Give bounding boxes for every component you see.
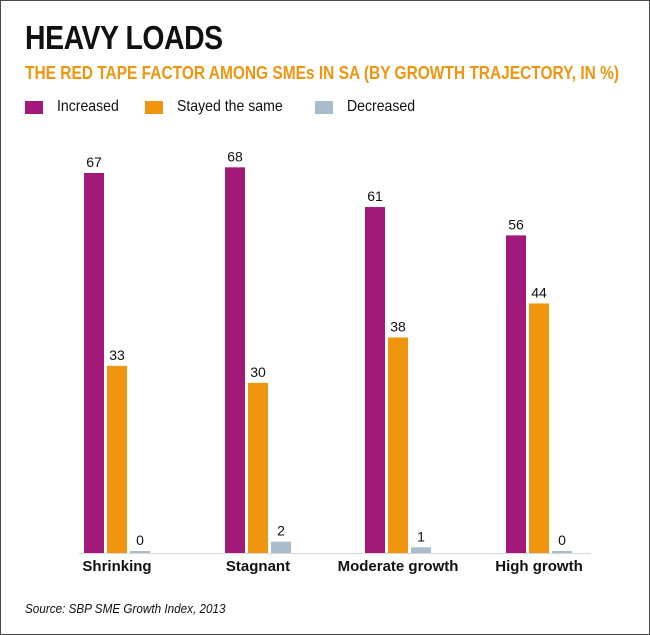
data-label-shrinking-stayed-the-same: 33 — [109, 347, 125, 363]
bar-chart: 67 33 0 Shrinking 68 30 2 Stagnant 61 38 1 Moderate… — [79, 148, 591, 575]
data-label-stagnant-increased: 68 — [227, 148, 243, 164]
bar-moderate-growth-increased — [365, 207, 385, 553]
category-label-stagnant: Stagnant — [226, 558, 290, 575]
data-label-moderate-growth-stayed-the-same: 38 — [390, 318, 406, 334]
data-label-shrinking-decreased: 0 — [136, 532, 144, 548]
legend-swatch-decreased — [315, 100, 334, 114]
data-label-high-growth-increased: 56 — [508, 216, 524, 232]
bar-stagnant-stayed-the-same — [248, 382, 268, 553]
legend-label-increased: Increased — [57, 98, 119, 115]
data-label-stagnant-stayed-the-same: 30 — [250, 364, 266, 380]
data-label-high-growth-decreased: 0 — [558, 532, 566, 548]
category-label-moderate-growth: Moderate growth — [338, 558, 459, 575]
chart-title: HEAVY LOADS — [25, 19, 223, 56]
bar-moderate-growth-decreased — [411, 547, 431, 553]
data-label-stagnant-decreased: 2 — [277, 523, 285, 539]
legend-item-decreased: Decreased — [315, 98, 424, 116]
source-note: Source: SBP SME Growth Index, 2013 — [25, 601, 226, 616]
chart-subtitle: THE RED TAPE FACTOR AMONG SMEs IN SA (BY… — [25, 63, 620, 83]
legend-label-stayed-the-same: Stayed the same — [177, 98, 283, 115]
legend-item-increased: Increased — [25, 98, 127, 116]
legend: Increased Stayed the same Decreased — [25, 98, 443, 116]
bar-shrinking-stayed-the-same — [107, 365, 127, 553]
data-label-high-growth-stayed-the-same: 44 — [531, 284, 547, 300]
bar-shrinking-increased — [84, 173, 104, 553]
bar-stagnant-increased — [225, 167, 245, 553]
bar-moderate-growth-stayed-the-same — [388, 337, 408, 553]
legend-swatch-increased — [25, 100, 43, 114]
bar-stagnant-decreased — [271, 541, 291, 553]
category-label-shrinking: Shrinking — [82, 558, 151, 575]
bar-shrinking-decreased — [130, 551, 150, 553]
data-label-shrinking-increased: 67 — [86, 154, 102, 170]
bar-high-growth-stayed-the-same — [529, 303, 549, 553]
legend-label-decreased: Decreased — [347, 98, 416, 115]
bar-high-growth-decreased — [552, 551, 572, 553]
legend-swatch-stayed-the-same — [145, 100, 164, 114]
data-label-moderate-growth-increased: 61 — [367, 188, 383, 204]
legend-item-stayed-the-same: Stayed the same — [145, 98, 297, 116]
category-label-high-growth: High growth — [495, 558, 582, 575]
bar-high-growth-increased — [506, 235, 526, 553]
data-label-moderate-growth-decreased: 1 — [417, 528, 425, 544]
